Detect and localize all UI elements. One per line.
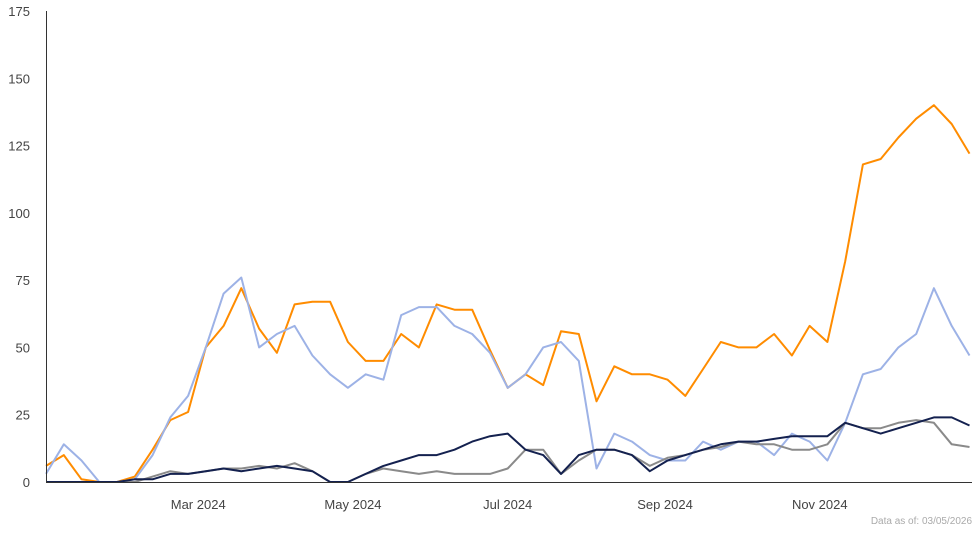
x-tick-label: Nov 2024 bbox=[792, 497, 848, 512]
series-line-1 bbox=[45, 104, 971, 483]
y-tick-label: 175 bbox=[8, 4, 30, 19]
series-lines bbox=[45, 104, 971, 483]
x-tick-label: Sep 2024 bbox=[637, 497, 693, 512]
y-tick-label: 50 bbox=[16, 340, 30, 355]
x-axis-ticks: Mar 2024 May 2024 Jul 2024 Sep 2024 Nov 2024 bbox=[171, 497, 848, 512]
y-tick-label: 150 bbox=[8, 71, 30, 86]
data-as-of-footnote: Data as of: 03/05/2026 bbox=[871, 516, 973, 527]
y-tick-label: 0 bbox=[23, 475, 30, 490]
series-line-4 bbox=[46, 416, 970, 483]
y-axis-ticks: 0 25 50 75 100 125 150 175 bbox=[8, 4, 30, 490]
x-tick-label: Jul 2024 bbox=[483, 497, 532, 512]
x-tick-label: May 2024 bbox=[324, 497, 381, 512]
y-tick-label: 100 bbox=[8, 206, 30, 221]
y-tick-label: 25 bbox=[16, 408, 30, 423]
y-tick-label: 75 bbox=[16, 273, 30, 288]
x-tick-label: Mar 2024 bbox=[171, 497, 226, 512]
y-tick-label: 125 bbox=[8, 139, 30, 154]
series-line-2 bbox=[45, 276, 971, 483]
